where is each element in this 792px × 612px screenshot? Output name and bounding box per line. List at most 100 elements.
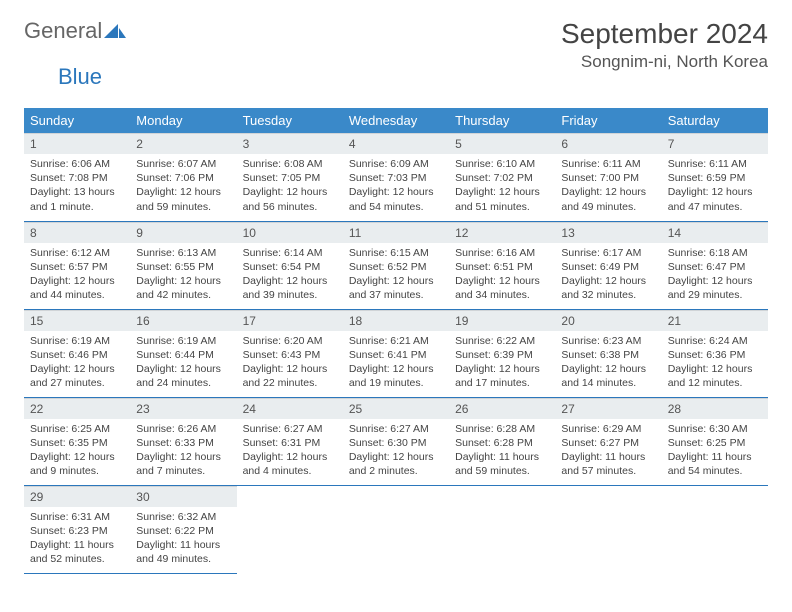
day-number: 22 — [24, 398, 130, 419]
calendar-cell — [237, 485, 343, 573]
calendar-cell: 21Sunrise: 6:24 AMSunset: 6:36 PMDayligh… — [662, 309, 768, 397]
day-info: Sunrise: 6:10 AMSunset: 7:02 PMDaylight:… — [449, 154, 555, 220]
day-info: Sunrise: 6:19 AMSunset: 6:44 PMDaylight:… — [130, 331, 236, 397]
calendar-cell: 19Sunrise: 6:22 AMSunset: 6:39 PMDayligh… — [449, 309, 555, 397]
calendar-row: 29Sunrise: 6:31 AMSunset: 6:23 PMDayligh… — [24, 485, 768, 573]
calendar-cell — [555, 485, 661, 573]
day-number: 3 — [237, 133, 343, 154]
calendar-cell: 11Sunrise: 6:15 AMSunset: 6:52 PMDayligh… — [343, 221, 449, 309]
calendar-cell — [449, 485, 555, 573]
weekday-header: Sunday — [24, 108, 130, 133]
logo-sail-icon — [104, 22, 126, 40]
day-number: 14 — [662, 222, 768, 243]
day-number: 12 — [449, 222, 555, 243]
day-info: Sunrise: 6:31 AMSunset: 6:23 PMDaylight:… — [24, 507, 130, 573]
day-number: 18 — [343, 310, 449, 331]
day-info: Sunrise: 6:26 AMSunset: 6:33 PMDaylight:… — [130, 419, 236, 485]
calendar-cell: 26Sunrise: 6:28 AMSunset: 6:28 PMDayligh… — [449, 397, 555, 485]
day-number: 5 — [449, 133, 555, 154]
day-number: 19 — [449, 310, 555, 331]
logo: General — [24, 18, 126, 44]
day-info: Sunrise: 6:19 AMSunset: 6:46 PMDaylight:… — [24, 331, 130, 397]
day-number: 24 — [237, 398, 343, 419]
day-number: 13 — [555, 222, 661, 243]
weekday-header: Saturday — [662, 108, 768, 133]
calendar-cell: 13Sunrise: 6:17 AMSunset: 6:49 PMDayligh… — [555, 221, 661, 309]
calendar-cell: 10Sunrise: 6:14 AMSunset: 6:54 PMDayligh… — [237, 221, 343, 309]
day-info: Sunrise: 6:07 AMSunset: 7:06 PMDaylight:… — [130, 154, 236, 220]
logo-text-blue: Blue — [58, 64, 792, 90]
day-info: Sunrise: 6:11 AMSunset: 7:00 PMDaylight:… — [555, 154, 661, 220]
day-number: 1 — [24, 133, 130, 154]
day-info: Sunrise: 6:23 AMSunset: 6:38 PMDaylight:… — [555, 331, 661, 397]
day-info: Sunrise: 6:06 AMSunset: 7:08 PMDaylight:… — [24, 154, 130, 220]
weekday-header: Wednesday — [343, 108, 449, 133]
calendar-cell: 9Sunrise: 6:13 AMSunset: 6:55 PMDaylight… — [130, 221, 236, 309]
day-info: Sunrise: 6:27 AMSunset: 6:31 PMDaylight:… — [237, 419, 343, 485]
calendar-cell: 1Sunrise: 6:06 AMSunset: 7:08 PMDaylight… — [24, 133, 130, 221]
day-number: 28 — [662, 398, 768, 419]
day-info: Sunrise: 6:22 AMSunset: 6:39 PMDaylight:… — [449, 331, 555, 397]
calendar-row: 22Sunrise: 6:25 AMSunset: 6:35 PMDayligh… — [24, 397, 768, 485]
day-info: Sunrise: 6:20 AMSunset: 6:43 PMDaylight:… — [237, 331, 343, 397]
weekday-header-row: Sunday Monday Tuesday Wednesday Thursday… — [24, 108, 768, 133]
calendar-cell: 24Sunrise: 6:27 AMSunset: 6:31 PMDayligh… — [237, 397, 343, 485]
calendar-row: 15Sunrise: 6:19 AMSunset: 6:46 PMDayligh… — [24, 309, 768, 397]
logo-text-general: General — [24, 18, 102, 44]
calendar-row: 8Sunrise: 6:12 AMSunset: 6:57 PMDaylight… — [24, 221, 768, 309]
day-number: 25 — [343, 398, 449, 419]
weekday-header: Thursday — [449, 108, 555, 133]
day-number: 23 — [130, 398, 236, 419]
day-number: 27 — [555, 398, 661, 419]
calendar-cell: 12Sunrise: 6:16 AMSunset: 6:51 PMDayligh… — [449, 221, 555, 309]
calendar-cell: 3Sunrise: 6:08 AMSunset: 7:05 PMDaylight… — [237, 133, 343, 221]
calendar-cell — [343, 485, 449, 573]
day-info: Sunrise: 6:16 AMSunset: 6:51 PMDaylight:… — [449, 243, 555, 309]
day-number: 10 — [237, 222, 343, 243]
day-number: 4 — [343, 133, 449, 154]
calendar-cell: 6Sunrise: 6:11 AMSunset: 7:00 PMDaylight… — [555, 133, 661, 221]
day-number: 29 — [24, 486, 130, 507]
day-info: Sunrise: 6:28 AMSunset: 6:28 PMDaylight:… — [449, 419, 555, 485]
weekday-header: Tuesday — [237, 108, 343, 133]
calendar-cell: 7Sunrise: 6:11 AMSunset: 6:59 PMDaylight… — [662, 133, 768, 221]
calendar-cell: 18Sunrise: 6:21 AMSunset: 6:41 PMDayligh… — [343, 309, 449, 397]
calendar-cell: 15Sunrise: 6:19 AMSunset: 6:46 PMDayligh… — [24, 309, 130, 397]
calendar-cell: 17Sunrise: 6:20 AMSunset: 6:43 PMDayligh… — [237, 309, 343, 397]
calendar-cell: 29Sunrise: 6:31 AMSunset: 6:23 PMDayligh… — [24, 485, 130, 573]
day-number: 8 — [24, 222, 130, 243]
calendar-cell: 30Sunrise: 6:32 AMSunset: 6:22 PMDayligh… — [130, 485, 236, 573]
calendar-cell: 25Sunrise: 6:27 AMSunset: 6:30 PMDayligh… — [343, 397, 449, 485]
weekday-header: Monday — [130, 108, 236, 133]
calendar-cell: 23Sunrise: 6:26 AMSunset: 6:33 PMDayligh… — [130, 397, 236, 485]
day-info: Sunrise: 6:32 AMSunset: 6:22 PMDaylight:… — [130, 507, 236, 573]
day-info: Sunrise: 6:25 AMSunset: 6:35 PMDaylight:… — [24, 419, 130, 485]
calendar-cell: 14Sunrise: 6:18 AMSunset: 6:47 PMDayligh… — [662, 221, 768, 309]
day-number: 30 — [130, 486, 236, 507]
calendar-cell — [662, 485, 768, 573]
calendar-cell: 4Sunrise: 6:09 AMSunset: 7:03 PMDaylight… — [343, 133, 449, 221]
calendar-cell: 22Sunrise: 6:25 AMSunset: 6:35 PMDayligh… — [24, 397, 130, 485]
day-info: Sunrise: 6:21 AMSunset: 6:41 PMDaylight:… — [343, 331, 449, 397]
day-number: 26 — [449, 398, 555, 419]
day-number: 21 — [662, 310, 768, 331]
day-info: Sunrise: 6:14 AMSunset: 6:54 PMDaylight:… — [237, 243, 343, 309]
calendar-row: 1Sunrise: 6:06 AMSunset: 7:08 PMDaylight… — [24, 133, 768, 221]
day-number: 17 — [237, 310, 343, 331]
month-title: September 2024 — [561, 18, 768, 50]
day-info: Sunrise: 6:24 AMSunset: 6:36 PMDaylight:… — [662, 331, 768, 397]
day-info: Sunrise: 6:08 AMSunset: 7:05 PMDaylight:… — [237, 154, 343, 220]
calendar-cell: 2Sunrise: 6:07 AMSunset: 7:06 PMDaylight… — [130, 133, 236, 221]
day-info: Sunrise: 6:11 AMSunset: 6:59 PMDaylight:… — [662, 154, 768, 220]
day-info: Sunrise: 6:17 AMSunset: 6:49 PMDaylight:… — [555, 243, 661, 309]
calendar-cell: 27Sunrise: 6:29 AMSunset: 6:27 PMDayligh… — [555, 397, 661, 485]
calendar-table: Sunday Monday Tuesday Wednesday Thursday… — [24, 108, 768, 574]
day-number: 6 — [555, 133, 661, 154]
day-number: 2 — [130, 133, 236, 154]
day-number: 20 — [555, 310, 661, 331]
day-info: Sunrise: 6:13 AMSunset: 6:55 PMDaylight:… — [130, 243, 236, 309]
weekday-header: Friday — [555, 108, 661, 133]
day-info: Sunrise: 6:18 AMSunset: 6:47 PMDaylight:… — [662, 243, 768, 309]
calendar-cell: 16Sunrise: 6:19 AMSunset: 6:44 PMDayligh… — [130, 309, 236, 397]
day-info: Sunrise: 6:29 AMSunset: 6:27 PMDaylight:… — [555, 419, 661, 485]
